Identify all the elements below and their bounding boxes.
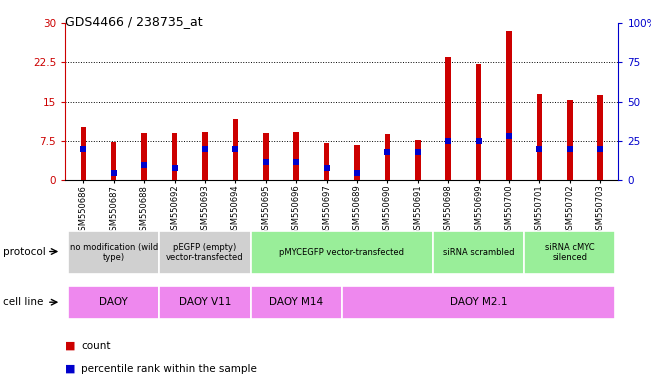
Bar <box>159 231 251 274</box>
Text: protocol: protocol <box>3 247 46 257</box>
Text: siRNA cMYC
silenced: siRNA cMYC silenced <box>545 243 594 262</box>
Point <box>473 138 484 144</box>
Bar <box>385 134 390 180</box>
Bar <box>342 286 615 319</box>
Bar <box>232 119 238 180</box>
Point <box>564 146 575 152</box>
Point <box>534 146 545 152</box>
Bar <box>111 142 117 180</box>
Bar <box>141 133 147 180</box>
Point <box>504 133 514 139</box>
Bar <box>506 31 512 180</box>
Bar <box>68 231 159 274</box>
Point <box>322 165 332 171</box>
Point <box>230 146 241 152</box>
Point <box>200 146 210 152</box>
Text: percentile rank within the sample: percentile rank within the sample <box>81 364 257 374</box>
Bar <box>68 286 159 319</box>
Point <box>78 146 89 152</box>
Bar <box>251 231 433 274</box>
Bar <box>476 65 481 180</box>
Point <box>291 159 301 165</box>
Bar <box>536 94 542 180</box>
Point <box>443 138 453 144</box>
Bar <box>324 143 329 180</box>
Bar <box>263 133 268 180</box>
Bar <box>433 231 524 274</box>
Point <box>352 170 362 176</box>
Bar <box>445 57 451 180</box>
Point <box>413 149 423 155</box>
Point <box>169 165 180 171</box>
Bar <box>81 127 86 180</box>
Point <box>382 149 393 155</box>
Text: DAOY M2.1: DAOY M2.1 <box>450 297 507 308</box>
Point <box>139 162 149 168</box>
Text: no modification (wild
type): no modification (wild type) <box>70 243 158 262</box>
Bar <box>524 231 615 274</box>
Point <box>260 159 271 165</box>
Text: pEGFP (empty)
vector-transfected: pEGFP (empty) vector-transfected <box>166 243 243 262</box>
Bar <box>294 132 299 180</box>
Bar <box>567 100 572 180</box>
Text: DAOY M14: DAOY M14 <box>269 297 324 308</box>
Bar <box>598 96 603 180</box>
Bar <box>202 132 208 180</box>
Bar <box>251 286 342 319</box>
Bar <box>415 139 421 180</box>
Point <box>595 146 605 152</box>
Text: pMYCEGFP vector-transfected: pMYCEGFP vector-transfected <box>279 248 404 257</box>
Bar <box>159 286 251 319</box>
Text: ■: ■ <box>65 341 76 351</box>
Text: GDS4466 / 238735_at: GDS4466 / 238735_at <box>65 15 202 28</box>
Text: cell line: cell line <box>3 297 44 307</box>
Bar <box>354 145 360 180</box>
Text: count: count <box>81 341 111 351</box>
Text: DAOY V11: DAOY V11 <box>179 297 231 308</box>
Text: siRNA scrambled: siRNA scrambled <box>443 248 514 257</box>
Text: DAOY: DAOY <box>100 297 128 308</box>
Point <box>109 170 119 176</box>
Bar <box>172 133 177 180</box>
Text: ■: ■ <box>65 364 76 374</box>
